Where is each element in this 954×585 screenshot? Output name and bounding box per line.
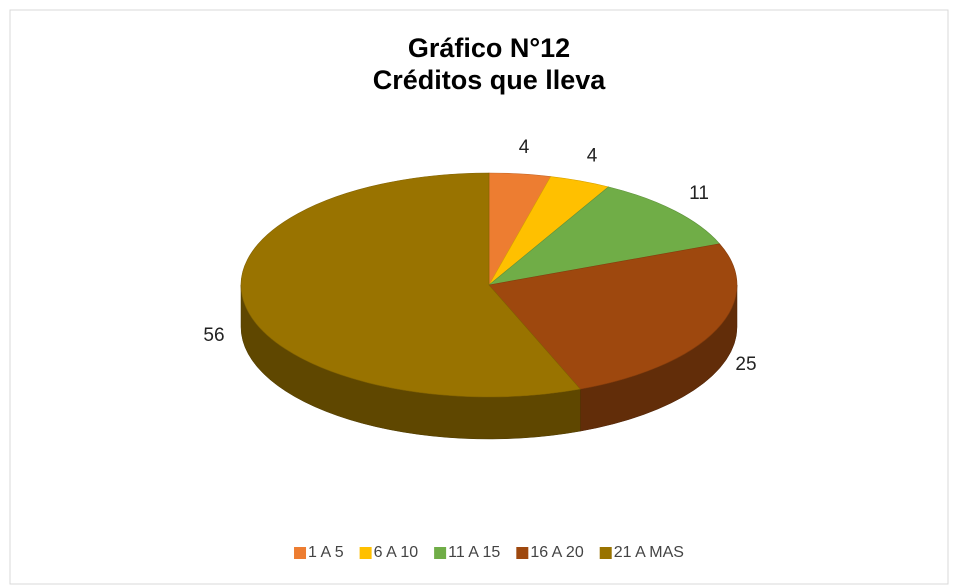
legend-swatch <box>434 547 447 559</box>
data-label: 11 <box>689 183 709 204</box>
legend-label: 16 A 20 <box>530 544 583 561</box>
legend-swatch <box>359 547 372 559</box>
pie-slice <box>488 243 738 390</box>
legend: 1 A 5 6 A 10 11 A 15 16 A 20 21 A MAS <box>294 544 684 561</box>
pie-slice <box>240 172 581 398</box>
data-label: 56 <box>203 325 224 346</box>
legend-label: 1 A 5 <box>308 544 344 561</box>
chart-subtitle: Créditos que lleva <box>373 65 607 95</box>
data-label: 4 <box>587 146 598 167</box>
legend-swatch <box>516 547 529 559</box>
legend-swatch <box>294 547 307 559</box>
legend-swatch <box>599 547 612 559</box>
chart-title: Gráfico N°12 <box>408 33 570 63</box>
legend-label: 6 A 10 <box>374 544 419 561</box>
legend-label: 21 A MAS <box>614 544 684 561</box>
legend-label: 11 A 15 <box>448 544 500 561</box>
pie-slice <box>487 186 721 286</box>
data-label: 25 <box>735 354 756 375</box>
data-label: 4 <box>519 137 530 158</box>
